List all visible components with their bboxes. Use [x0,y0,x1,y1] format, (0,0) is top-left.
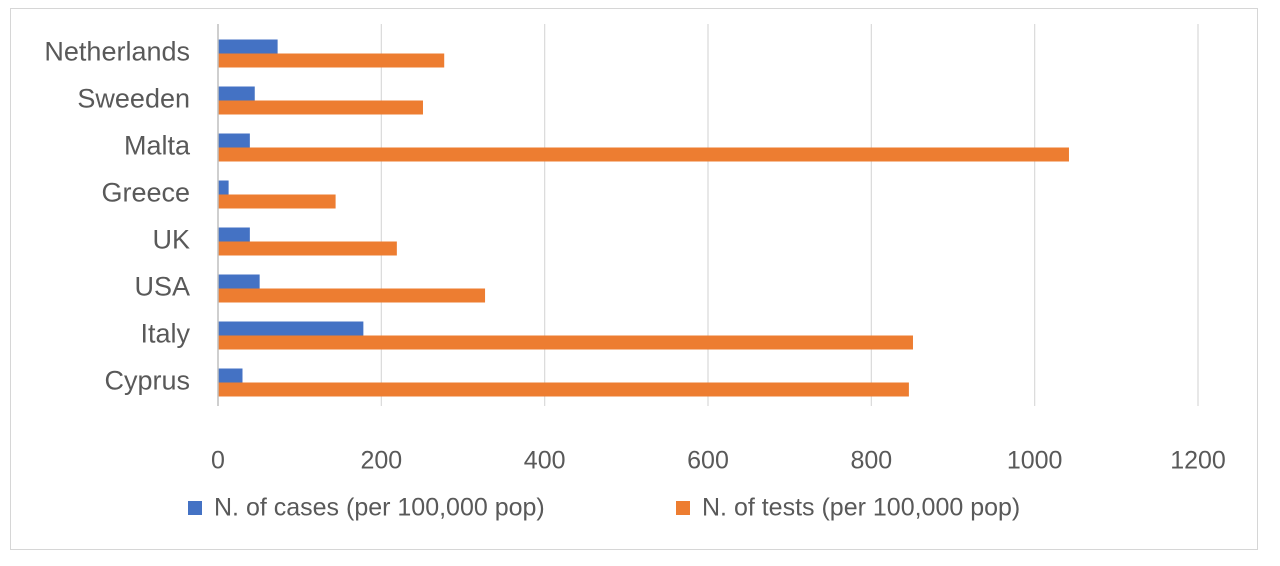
legend-swatch [188,501,202,515]
legend-label: N. of tests (per 100,000 pop) [702,494,1020,522]
bar-tests-uk [218,241,397,256]
bar-tests-sweeden [218,100,423,115]
legend: N. of cases (per 100,000 pop) N. of tests… [188,494,1020,522]
bar-cases-greece [218,180,229,195]
legend-item-tests: N. of tests (per 100,000 pop) [676,494,1020,522]
x-tick-label: 800 [850,447,892,475]
bar-tests-italy [218,335,913,350]
category-label: Italy [140,319,190,349]
x-tick-label: 1200 [1170,447,1226,475]
bar-tests-greece [218,194,336,209]
category-label: USA [134,272,190,302]
bar-cases-netherlands [218,39,278,54]
category-label: Malta [124,131,191,161]
bar-cases-uk [218,227,250,242]
category-label: Greece [101,178,190,208]
category-label: Netherlands [44,37,190,67]
bar-cases-italy [218,321,364,336]
x-tick-label: 600 [687,447,729,475]
bars [218,39,1069,397]
category-label: Cyprus [104,366,190,396]
bar-cases-malta [218,133,250,148]
x-tick-label: 200 [360,447,402,475]
legend-swatch [676,501,690,515]
bar-tests-malta [218,147,1069,162]
x-tick-label: 1000 [1007,447,1063,475]
bar-cases-cyprus [218,368,243,383]
legend-item-cases: N. of cases (per 100,000 pop) [188,494,545,522]
x-tick-labels: 0 200 400 600 800 1000 1200 [211,447,1226,475]
bar-tests-netherlands [218,53,445,68]
bar-tests-cyprus [218,382,909,397]
category-labels: Netherlands Sweeden Malta Greece UK USA Italy C… [44,37,191,396]
bar-tests-usa [218,288,486,303]
bar-cases-usa [218,274,260,289]
bar-cases-sweeden [218,86,255,101]
x-tick-label: 0 [211,447,225,475]
category-label: UK [152,225,190,255]
x-tick-label: 400 [524,447,566,475]
category-label: Sweeden [77,84,190,114]
legend-label: N. of cases (per 100,000 pop) [214,494,545,522]
